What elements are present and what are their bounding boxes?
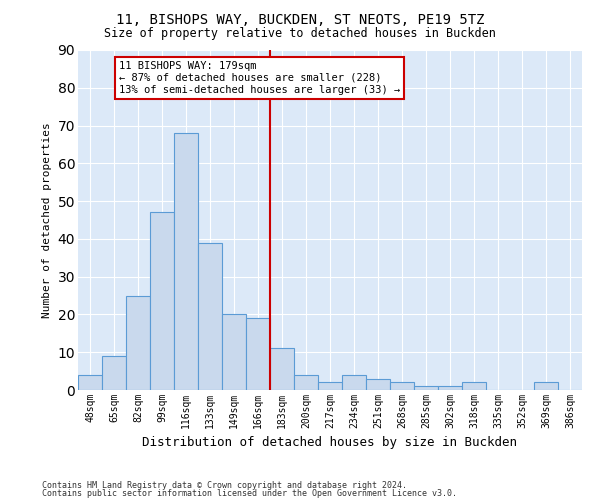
Bar <box>414 386 438 390</box>
Bar <box>78 375 102 390</box>
X-axis label: Distribution of detached houses by size in Buckden: Distribution of detached houses by size … <box>143 436 517 450</box>
Bar <box>438 386 462 390</box>
Bar <box>222 314 246 390</box>
Bar <box>102 356 126 390</box>
Bar <box>318 382 342 390</box>
Y-axis label: Number of detached properties: Number of detached properties <box>42 122 52 318</box>
Bar <box>246 318 270 390</box>
Bar <box>534 382 558 390</box>
Bar <box>198 242 222 390</box>
Bar <box>342 375 366 390</box>
Text: Size of property relative to detached houses in Buckden: Size of property relative to detached ho… <box>104 28 496 40</box>
Bar <box>462 382 486 390</box>
Bar <box>126 296 150 390</box>
Bar <box>270 348 294 390</box>
Bar <box>294 375 318 390</box>
Text: Contains HM Land Registry data © Crown copyright and database right 2024.: Contains HM Land Registry data © Crown c… <box>42 480 407 490</box>
Bar <box>390 382 414 390</box>
Text: 11 BISHOPS WAY: 179sqm
← 87% of detached houses are smaller (228)
13% of semi-de: 11 BISHOPS WAY: 179sqm ← 87% of detached… <box>119 62 400 94</box>
Bar <box>174 133 198 390</box>
Text: Contains public sector information licensed under the Open Government Licence v3: Contains public sector information licen… <box>42 489 457 498</box>
Text: 11, BISHOPS WAY, BUCKDEN, ST NEOTS, PE19 5TZ: 11, BISHOPS WAY, BUCKDEN, ST NEOTS, PE19… <box>116 12 484 26</box>
Bar <box>366 378 390 390</box>
Bar <box>150 212 174 390</box>
